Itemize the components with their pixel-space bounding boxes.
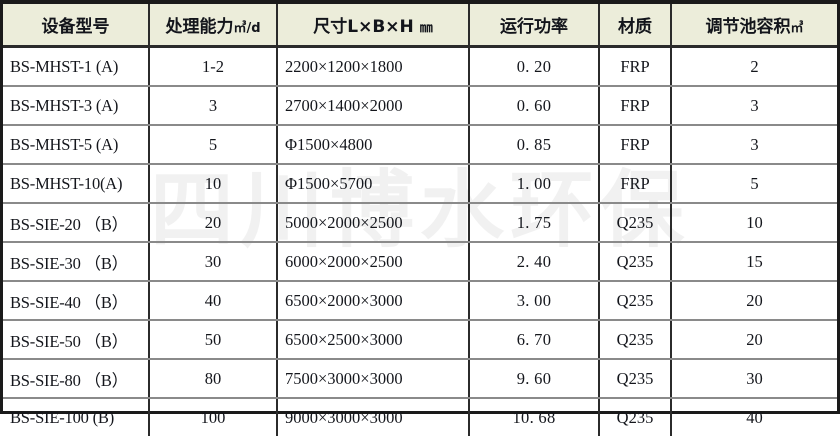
header-label: 运行功率 bbox=[500, 17, 568, 37]
cell-power: 0. 60 bbox=[469, 86, 599, 125]
cell-size: Φ1500×5700 bbox=[277, 164, 469, 203]
cell-tank-volume: 15 bbox=[671, 242, 837, 281]
cell-size: 5000×2000×2500 bbox=[277, 203, 469, 242]
cell-size: 6500×2500×3000 bbox=[277, 320, 469, 359]
cell-power: 9. 60 bbox=[469, 359, 599, 398]
cell-tank-volume: 10 bbox=[671, 203, 837, 242]
cell-tank-volume: 20 bbox=[671, 281, 837, 320]
header-label: 尺寸L×B×H bbox=[313, 17, 419, 37]
cell-tank-volume: 3 bbox=[671, 125, 837, 164]
cell-size: 7500×3000×3000 bbox=[277, 359, 469, 398]
cell-tank-volume: 30 bbox=[671, 359, 837, 398]
cell-size: 6500×2000×3000 bbox=[277, 281, 469, 320]
cell-capacity: 80 bbox=[149, 359, 277, 398]
header-unit: ㎥/d bbox=[233, 21, 260, 36]
cell-capacity: 1-2 bbox=[149, 47, 277, 87]
cell-material: Q235 bbox=[599, 359, 671, 398]
header-unit: ㎜ bbox=[420, 21, 433, 36]
cell-material: FRP bbox=[599, 164, 671, 203]
cell-material: Q235 bbox=[599, 242, 671, 281]
column-header-model: 设备型号 bbox=[3, 4, 149, 47]
header-label: 处理能力 bbox=[165, 17, 233, 37]
header-label: 设备型号 bbox=[42, 17, 110, 37]
cell-model: BS-SIE-30 （B） bbox=[3, 242, 149, 281]
column-header-size: 尺寸L×B×H ㎜ bbox=[277, 4, 469, 47]
cell-power: 0. 20 bbox=[469, 47, 599, 87]
cell-power: 1. 75 bbox=[469, 203, 599, 242]
cell-model: BS-MHST-1 (A) bbox=[3, 47, 149, 87]
cell-capacity: 50 bbox=[149, 320, 277, 359]
cell-model: BS-SIE-50 （B） bbox=[3, 320, 149, 359]
equipment-specification-table: 设备型号 处理能力㎥/d 尺寸L×B×H ㎜ 运行功率 材质 调节池容积㎥ BS… bbox=[3, 4, 837, 436]
cell-model: BS-SIE-20 （B） bbox=[3, 203, 149, 242]
column-header-capacity: 处理能力㎥/d bbox=[149, 4, 277, 47]
cell-capacity: 30 bbox=[149, 242, 277, 281]
cell-capacity: 100 bbox=[149, 398, 277, 436]
cell-capacity: 40 bbox=[149, 281, 277, 320]
header-label: 材质 bbox=[618, 17, 652, 37]
cell-tank-volume: 5 bbox=[671, 164, 837, 203]
header-unit: ㎥ bbox=[790, 21, 803, 36]
cell-tank-volume: 3 bbox=[671, 86, 837, 125]
cell-model: BS-SIE-40 （B） bbox=[3, 281, 149, 320]
cell-size: 9000×3000×3000 bbox=[277, 398, 469, 436]
cell-size: Φ1500×4800 bbox=[277, 125, 469, 164]
cell-size: 6000×2000×2500 bbox=[277, 242, 469, 281]
cell-material: Q235 bbox=[599, 203, 671, 242]
cell-model: BS-SIE-100 (B) bbox=[3, 398, 149, 436]
specification-table-frame: 设备型号 处理能力㎥/d 尺寸L×B×H ㎜ 运行功率 材质 调节池容积㎥ BS… bbox=[0, 0, 840, 414]
cell-model: BS-MHST-10(A) bbox=[3, 164, 149, 203]
column-header-power: 运行功率 bbox=[469, 4, 599, 47]
cell-size: 2200×1200×1800 bbox=[277, 47, 469, 87]
cell-tank-volume: 20 bbox=[671, 320, 837, 359]
cell-material: FRP bbox=[599, 125, 671, 164]
cell-model: BS-MHST-5 (A) bbox=[3, 125, 149, 164]
cell-tank-volume: 40 bbox=[671, 398, 837, 436]
cell-size: 2700×1400×2000 bbox=[277, 86, 469, 125]
table-header: 设备型号 处理能力㎥/d 尺寸L×B×H ㎜ 运行功率 材质 调节池容积㎥ bbox=[3, 4, 837, 47]
cell-capacity: 5 bbox=[149, 125, 277, 164]
column-header-material: 材质 bbox=[599, 4, 671, 47]
cell-model: BS-SIE-80 （B） bbox=[3, 359, 149, 398]
cell-capacity: 10 bbox=[149, 164, 277, 203]
cell-tank-volume: 2 bbox=[671, 47, 837, 87]
cell-power: 6. 70 bbox=[469, 320, 599, 359]
cell-capacity: 3 bbox=[149, 86, 277, 125]
cell-power: 10. 68 bbox=[469, 398, 599, 436]
cell-power: 3. 00 bbox=[469, 281, 599, 320]
header-label: 调节池容积 bbox=[705, 17, 790, 37]
cell-power: 2. 40 bbox=[469, 242, 599, 281]
cell-material: FRP bbox=[599, 86, 671, 125]
cell-capacity: 20 bbox=[149, 203, 277, 242]
cell-material: FRP bbox=[599, 47, 671, 87]
cell-power: 0. 85 bbox=[469, 125, 599, 164]
cell-material: Q235 bbox=[599, 281, 671, 320]
cell-material: Q235 bbox=[599, 398, 671, 436]
header-row: 设备型号 处理能力㎥/d 尺寸L×B×H ㎜ 运行功率 材质 调节池容积㎥ bbox=[3, 4, 837, 47]
cell-material: Q235 bbox=[599, 320, 671, 359]
cell-model: BS-MHST-3 (A) bbox=[3, 86, 149, 125]
cell-power: 1. 00 bbox=[469, 164, 599, 203]
column-header-tank-volume: 调节池容积㎥ bbox=[671, 4, 837, 47]
